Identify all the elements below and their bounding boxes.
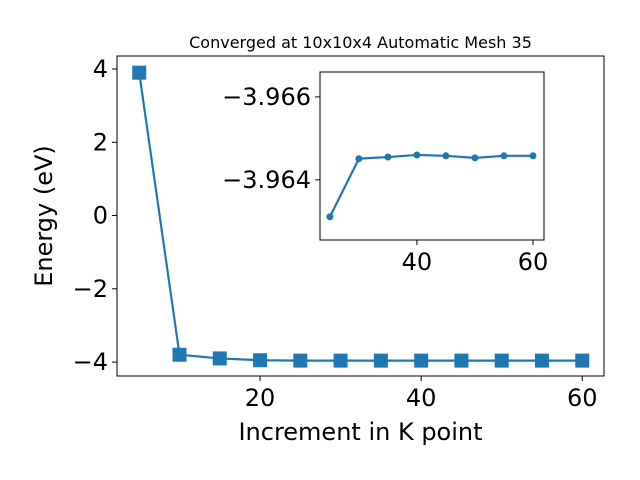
data-line <box>328 153 533 218</box>
y-tick-label: −3.964 <box>222 166 311 194</box>
data-point <box>414 353 429 368</box>
x-tick-label: 60 <box>567 384 598 412</box>
y-tick-label: 0 <box>93 202 108 230</box>
data-point <box>172 347 187 362</box>
data-point <box>534 353 549 368</box>
x-tick-label: 40 <box>402 248 433 276</box>
y-tick-label: −2 <box>73 275 108 303</box>
data-point <box>454 353 469 368</box>
data-point <box>575 353 590 368</box>
data-point <box>333 353 348 368</box>
y-tick-label: −4 <box>73 348 108 376</box>
data-point <box>293 353 308 368</box>
data-point <box>529 152 537 160</box>
x-tick-label: 60 <box>518 248 549 276</box>
data-point <box>212 351 227 366</box>
data-point <box>373 353 388 368</box>
y-axis-label: Energy (eV) <box>30 145 58 287</box>
x-tick-label: 40 <box>406 384 437 412</box>
data-point <box>413 151 421 159</box>
chart-title: Converged at 10x10x4 Automatic Mesh 35 <box>189 33 532 52</box>
y-tick-label: 2 <box>93 128 108 156</box>
data-point <box>355 155 363 163</box>
data-point <box>253 353 268 368</box>
data-point <box>326 213 334 221</box>
data-point <box>132 65 147 80</box>
data-point <box>500 152 508 160</box>
y-tick-label: −3.966 <box>222 83 311 111</box>
data-point <box>471 154 479 162</box>
y-tick-label: 4 <box>93 55 108 83</box>
data-point <box>494 353 509 368</box>
data-point <box>442 152 450 160</box>
x-axis-label: Increment in K point <box>238 418 482 446</box>
x-tick-label: 20 <box>245 384 276 412</box>
data-point <box>384 153 392 161</box>
